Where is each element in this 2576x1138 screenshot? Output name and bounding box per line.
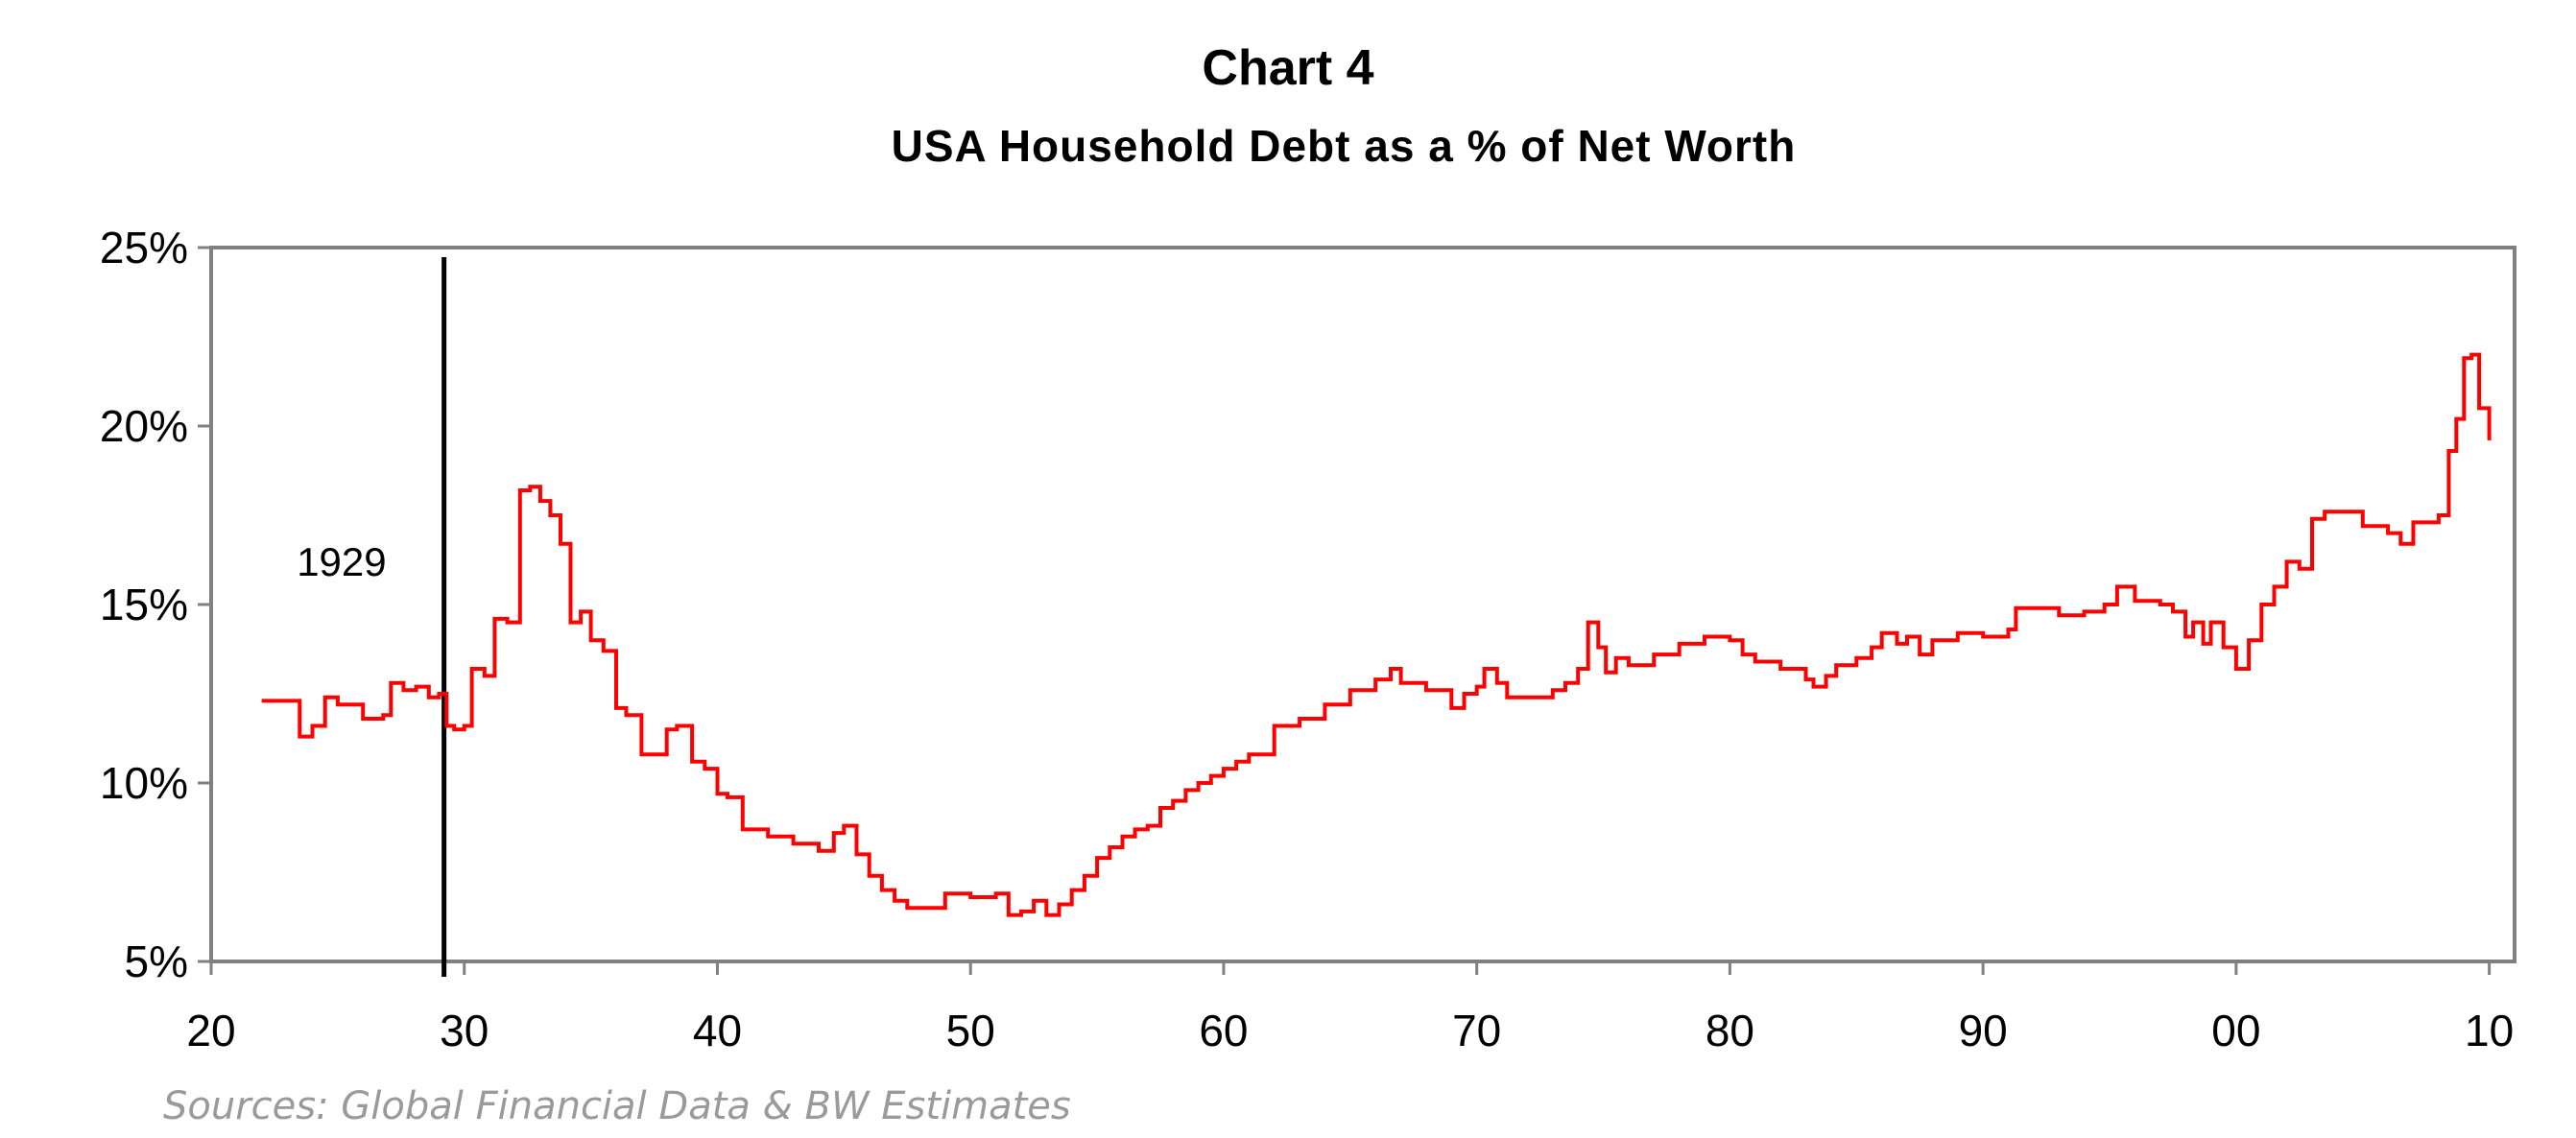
y-tick-label: 15% [100,580,188,629]
chart-title: Chart 4 [1202,40,1373,96]
chart-subtitle: USA Household Debt as a % of Net Worth [892,121,1797,171]
x-tick-label: 70 [1452,1006,1501,1055]
x-tick-label: 30 [440,1006,489,1055]
x-tick-label: 40 [693,1006,742,1055]
y-tick-label: 20% [100,401,188,451]
x-tick-label: 20 [186,1006,235,1055]
x-tick-label: 60 [1199,1006,1248,1055]
x-tick-label: 80 [1705,1006,1754,1055]
source-note: Sources: Global Financial Data & BW Esti… [163,1084,1071,1128]
y-tick-label: 25% [100,223,188,273]
y-tick-label: 5% [125,936,188,986]
x-tick-label: 00 [2211,1006,2260,1055]
x-tick-label: 90 [1959,1006,2008,1055]
series-line [261,352,2492,917]
annotation-1929: 1929 [297,539,386,584]
y-tick-label: 10% [100,758,188,808]
x-tick-label: 50 [946,1006,995,1055]
plot-area: 5% 10% 15% 20% 25% 20 30 40 50 60 70 80 90 00 10 1929 [100,223,2516,1055]
x-tick-label: 10 [2465,1006,2514,1055]
